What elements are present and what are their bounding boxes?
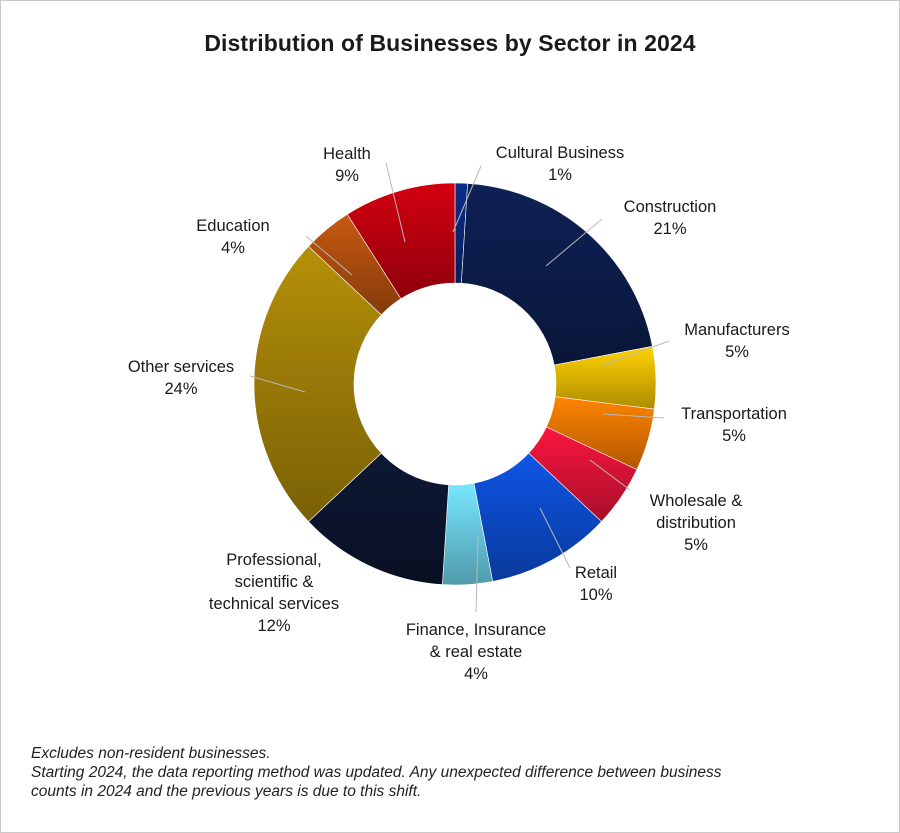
- data-label-manufacturers: Manufacturers 5%: [684, 321, 789, 361]
- leader-line-finance-insurance-real-estate: [475, 534, 479, 613]
- data-label-finance-insurance-real-estate: Finance, Insurance & real estate 4%: [406, 621, 546, 683]
- data-label-cultural-business: Cultural Business 1%: [496, 144, 624, 184]
- data-label-wholesale-distribution: Wholesale & distribution 5%: [650, 492, 743, 554]
- chart-title: Distribution of Businesses by Sector in …: [204, 30, 696, 56]
- leader-line-wholesale-distribution: [589, 459, 631, 491]
- leader-line-manufacturers: [600, 340, 670, 367]
- footnote-line-1: Excludes non-resident businesses.: [31, 745, 271, 762]
- data-label-education: Education 4%: [196, 217, 269, 257]
- leader-line-construction: [545, 218, 603, 267]
- leader-line-education: [305, 235, 353, 276]
- leader-line-retail: [539, 507, 571, 569]
- leader-line-health: [385, 162, 406, 243]
- data-label-professional-scientific-technical-services: Professional, scientific & technical servi…: [209, 551, 339, 635]
- slices-group: [253, 182, 657, 586]
- leader-line-transportation: [602, 413, 665, 419]
- data-label-transportation: Transportation 5%: [681, 405, 787, 445]
- data-label-retail: Retail 10%: [575, 564, 617, 604]
- data-label-other-services: Other services 24%: [128, 358, 234, 398]
- footnote: Excludes non-resident businesses. Starti…: [31, 744, 871, 801]
- slice-other-services: [253, 245, 382, 523]
- slice-health: [346, 182, 456, 300]
- data-label-construction: Construction 21%: [624, 198, 717, 238]
- leader-lines-group: [249, 162, 670, 613]
- data-label-health: Health 9%: [323, 145, 371, 185]
- leader-line-cultural-business: [452, 165, 482, 233]
- slice-construction: [461, 183, 653, 366]
- leader-line-other-services: [249, 375, 306, 393]
- labels-group: Cultural Business 1%Construction 21% Manufa…: [128, 144, 790, 683]
- footnote-line-3: counts in 2024 and the previous years is…: [31, 783, 422, 800]
- footnote-line-2: Starting 2024, the data reporting method…: [31, 764, 722, 781]
